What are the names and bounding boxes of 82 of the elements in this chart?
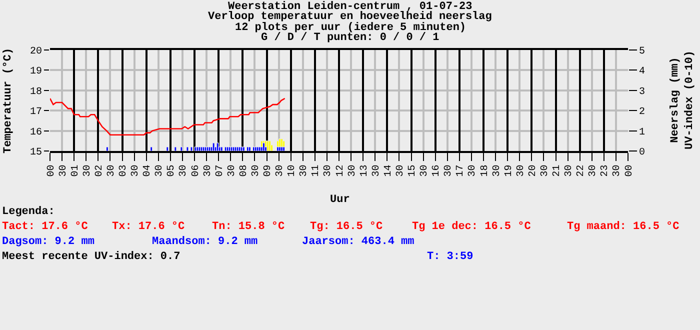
x-tick-label: 30	[564, 164, 576, 177]
x-tick-label: 10	[287, 164, 298, 177]
text: Tn: 15.8 °C	[212, 221, 286, 233]
x-tick-label: 14	[383, 164, 394, 177]
y2-axis-title: Neerslag (mm) UV-index (0-10)	[670, 50, 696, 150]
x-tick-label: 11	[311, 164, 322, 177]
text: Tg maand: 16.5 °C	[567, 221, 680, 233]
x-tick-label: 01	[70, 164, 82, 177]
x-tick-label: 04	[142, 164, 154, 177]
text: Jaarsom: 463.4 mm	[302, 236, 415, 248]
x-tick-label: 30	[395, 164, 406, 177]
x-tick-label: 30	[516, 164, 527, 177]
x-tick-label: 00	[624, 164, 636, 177]
text: Maandsom: 9.2 mm	[152, 236, 258, 248]
x-tick-label: 30	[154, 164, 166, 177]
x-tick-label: 30	[178, 164, 190, 177]
x-tick-label: 30	[612, 164, 624, 177]
x-tick-label: 02	[94, 164, 106, 177]
text: Tg 1e dec: 16.5 °C	[412, 221, 532, 233]
x-tick-label: 08	[238, 164, 250, 177]
x-tick-label: 30	[226, 164, 238, 177]
x-tick-label: 23	[600, 164, 612, 177]
x-tick-label: 06	[190, 164, 202, 177]
x-tick-label: 13	[359, 164, 370, 177]
x-tick-label: 30	[588, 164, 600, 177]
y2-tick-label: 0	[639, 148, 646, 158]
bar	[212, 142, 215, 151]
y2-tick-label: 1	[639, 127, 646, 138]
x-tick-label: 07	[214, 164, 226, 177]
x-tick-label: 30	[492, 164, 503, 177]
chart-subtitle: Verloop temperatuur en hoeveelheid neerslag 12 plots per uur (iedere 5 minuten) G / D / T punten: 0 / 0 / 1	[208, 11, 492, 44]
y2-tick-label: 2	[639, 107, 646, 118]
text: T: 3:59	[427, 251, 474, 263]
x-tick-label: 30	[275, 164, 286, 177]
x-axis-title: Uur	[330, 194, 350, 206]
text: Meest recente UV-index: 0.7	[2, 251, 180, 263]
x-tick-label: 30	[468, 164, 479, 177]
bar	[214, 146, 217, 151]
x-tick-label: 03	[118, 164, 130, 177]
x-tick-label: 30	[323, 164, 334, 177]
y-tick-label: 18	[30, 86, 42, 98]
x-tick-label: 30	[540, 164, 551, 177]
x-tick-label: 30	[444, 164, 455, 177]
y-tick-label: 16	[30, 127, 42, 138]
y-tick-label: 17	[30, 107, 42, 118]
x-tick-label: 18	[480, 164, 491, 177]
x-tick-label: 30	[130, 164, 142, 177]
x-tick-label: 16	[432, 164, 443, 177]
y-tick-label: 20	[30, 46, 42, 58]
y2-tick-label: 3	[639, 86, 646, 98]
y-tick-label: 15	[30, 148, 42, 158]
x-tick-label: 30	[250, 164, 262, 177]
x-tick-label: 30	[58, 164, 70, 177]
bar	[186, 146, 189, 151]
y2-tick-label: 4	[639, 66, 646, 78]
x-tick-label: 30	[347, 164, 358, 177]
x-tick-label: 30	[299, 164, 310, 177]
x-tick-label: 30	[82, 164, 94, 177]
x-tick-label: 00	[46, 164, 58, 177]
text: Tact: 17.6 °C	[2, 221, 88, 233]
x-tick-label: 30	[420, 164, 431, 177]
x-tick-label: 09	[263, 164, 274, 177]
x-tick-label: 17	[456, 164, 467, 177]
x-tick-label: 20	[528, 164, 539, 177]
text: Dagsom: 9.2 mm	[2, 236, 95, 248]
x-tick-label: 05	[166, 164, 178, 177]
text: Tx: 17.6 °C	[112, 221, 186, 233]
y2-tick-label: 5	[639, 46, 646, 58]
bar	[270, 144, 274, 151]
y-axis-title: Temperatuur (°C)	[2, 48, 14, 154]
x-tick-label: 30	[371, 164, 382, 177]
y-tick-label: 19	[30, 66, 42, 78]
x-tick-label: 21	[552, 164, 563, 177]
x-tick-label: 30	[202, 164, 214, 177]
text: Legenda:	[2, 206, 55, 218]
bar	[190, 146, 193, 151]
x-tick-label: 15	[408, 164, 418, 177]
x-tick-label: 30	[106, 164, 118, 177]
x-tick-label: 19	[504, 164, 515, 177]
x-tick-label: 22	[576, 164, 588, 177]
text: Tg: 16.5 °C	[310, 221, 384, 233]
x-tick-label: 12	[335, 164, 346, 177]
